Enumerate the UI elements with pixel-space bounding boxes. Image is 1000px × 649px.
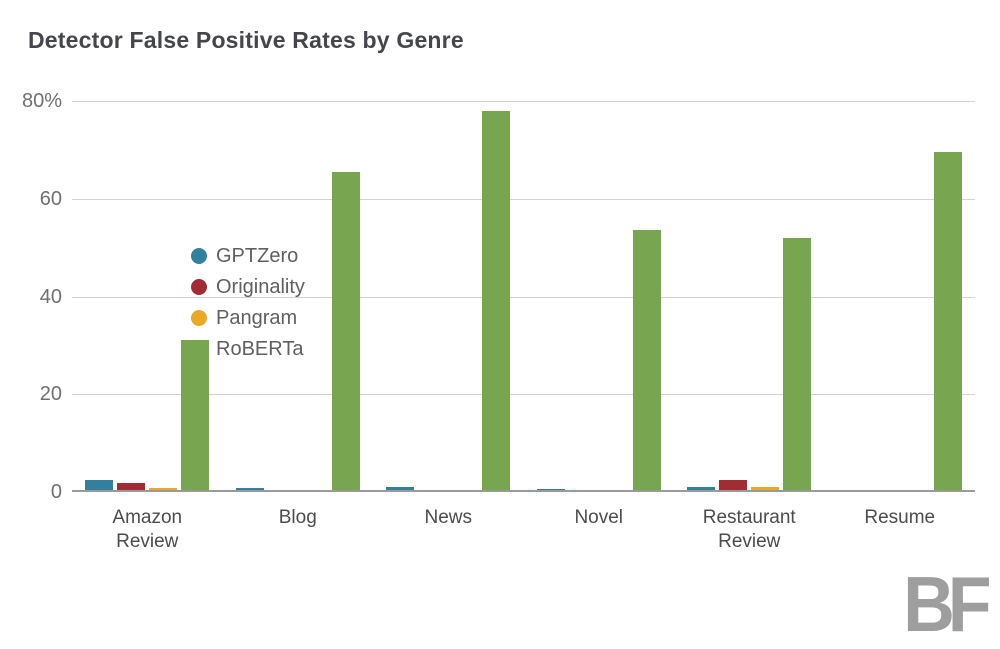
x-label-blog: Blog bbox=[278, 507, 317, 528]
x-label-restaurant-review: Restaurant Review bbox=[702, 507, 796, 552]
legend-label-gptzero: GPTZero bbox=[216, 245, 299, 267]
bar-roberta-resume bbox=[933, 152, 962, 491]
legend-dot-gptzero bbox=[191, 248, 207, 264]
chart-title: Detector False Positive Rates by Genre bbox=[28, 27, 464, 53]
legend-item-pangram: Pangram bbox=[191, 306, 305, 330]
bar-group-novel bbox=[524, 230, 675, 491]
bar-pangram-restaurant-review bbox=[751, 487, 780, 491]
bar-roberta-amazon-review bbox=[181, 339, 210, 491]
x-label-news: News bbox=[424, 507, 472, 528]
y-tick-label-0: 0 bbox=[50, 481, 62, 503]
legend-item-originality: Originality bbox=[191, 275, 305, 299]
bar-group-blog bbox=[223, 172, 374, 491]
y-axis: 0 20 40 60 80% bbox=[0, 90, 62, 503]
bar-group-resume bbox=[825, 152, 976, 491]
bar-group-amazon-review bbox=[72, 339, 223, 491]
bf-logo: BF bbox=[902, 560, 992, 648]
bar-gptzero-news bbox=[386, 486, 415, 491]
bar-group-news bbox=[373, 110, 524, 491]
x-axis-labels: Amazon Review Blog News Novel Restaurant Rev… bbox=[72, 506, 975, 566]
legend-item-gptzero: GPTZero bbox=[191, 244, 305, 268]
plot-area: GPTZero Originality Pangram RoBERTa bbox=[72, 101, 975, 492]
gridline-20 bbox=[72, 394, 975, 396]
bar-roberta-restaurant-review bbox=[783, 238, 812, 491]
y-tick-label-60: 60 bbox=[39, 187, 62, 210]
x-label-novel: Novel bbox=[574, 507, 624, 528]
x-label-resume: Resume bbox=[864, 507, 936, 528]
legend-label-pangram: Pangram bbox=[216, 307, 298, 329]
gridline-40 bbox=[72, 296, 975, 298]
legend-dot-pangram bbox=[191, 310, 207, 326]
bar-gptzero-amazon-review bbox=[85, 479, 114, 491]
bar-group-restaurant-review bbox=[674, 238, 825, 491]
legend-label-originality: Originality bbox=[216, 276, 305, 298]
bar-gptzero-blog bbox=[235, 488, 264, 491]
bar-roberta-blog bbox=[331, 172, 360, 491]
gridline-80 bbox=[72, 101, 975, 102]
gridline-60 bbox=[72, 198, 975, 200]
bar-pangram-amazon-review bbox=[149, 488, 178, 491]
legend-dot-roberta bbox=[191, 341, 207, 357]
y-tick-label-40: 40 bbox=[39, 285, 62, 308]
y-tick-label-80: 80% bbox=[21, 90, 62, 112]
gridline-0 bbox=[72, 490, 975, 492]
bar-gptzero-restaurant-review bbox=[687, 486, 716, 491]
x-label-amazon-review: Amazon Review bbox=[112, 507, 183, 552]
y-tick-label-20: 20 bbox=[39, 383, 62, 406]
legend-label-roberta: RoBERTa bbox=[216, 338, 304, 360]
bar-roberta-news bbox=[482, 110, 511, 491]
bar-originality-restaurant-review bbox=[719, 479, 748, 491]
chart-legend: GPTZero Originality Pangram RoBERTa bbox=[191, 244, 305, 361]
legend-item-roberta: RoBERTa bbox=[191, 337, 305, 361]
bar-roberta-novel bbox=[632, 230, 661, 491]
legend-dot-originality bbox=[191, 279, 207, 295]
bar-originality-amazon-review bbox=[117, 482, 146, 491]
